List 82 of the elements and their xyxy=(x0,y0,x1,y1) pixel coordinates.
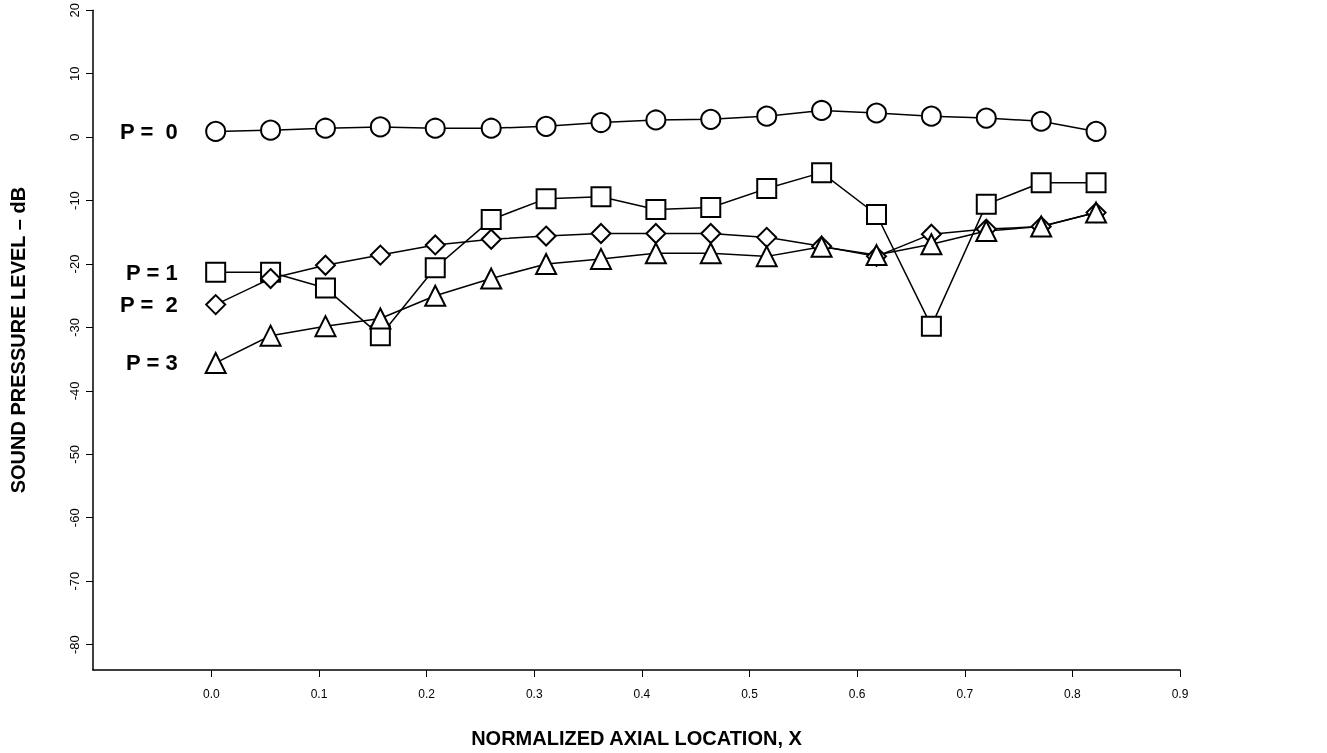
point xyxy=(644,242,667,265)
x-tick-label: 0.1 xyxy=(310,687,328,701)
point xyxy=(1085,120,1107,142)
series-label: P = 3 xyxy=(126,350,178,376)
y-axis-title: SOUND PRESSURE LEVEL – dB xyxy=(7,186,29,494)
point xyxy=(205,294,227,316)
y-tick-label: -20 xyxy=(67,254,82,274)
x-tick-label: 0.5 xyxy=(741,687,759,701)
point xyxy=(920,315,942,337)
point xyxy=(866,204,887,225)
point xyxy=(314,315,337,338)
y-tick-label: 10 xyxy=(67,66,82,81)
y-tick-label: -50 xyxy=(67,444,82,464)
point xyxy=(535,225,557,247)
point xyxy=(975,107,997,129)
x-tick-label: 0.2 xyxy=(418,687,436,701)
y-tick-label: 0 xyxy=(67,133,82,141)
point xyxy=(866,102,887,124)
point xyxy=(314,277,336,299)
point xyxy=(645,198,667,220)
point xyxy=(480,228,502,250)
point xyxy=(480,209,502,231)
point xyxy=(756,226,778,248)
point xyxy=(369,116,391,138)
point xyxy=(480,267,503,290)
point xyxy=(756,105,778,127)
series-label: P = 2 xyxy=(119,292,178,318)
point xyxy=(811,162,833,184)
x-axis-title: NORMALIZED AXIAL LOCATION, X xyxy=(471,727,803,749)
y-tick-label: -30 xyxy=(67,318,82,337)
y-tick-label: 20 xyxy=(67,3,82,18)
point xyxy=(424,117,446,139)
point xyxy=(590,186,612,208)
point xyxy=(424,234,446,256)
point xyxy=(424,284,447,307)
point xyxy=(204,351,227,374)
point xyxy=(535,252,558,275)
point xyxy=(259,324,282,347)
point xyxy=(369,307,392,330)
point xyxy=(535,188,557,210)
y-tick-label: -60 xyxy=(67,508,82,528)
point xyxy=(756,177,778,199)
point xyxy=(1030,110,1052,132)
y-tick-label: -80 xyxy=(67,635,82,655)
x-tick-label: 0.7 xyxy=(956,687,974,701)
point xyxy=(645,223,667,245)
point xyxy=(590,223,612,245)
point xyxy=(700,197,722,219)
point xyxy=(260,268,282,290)
y-tick-label: -40 xyxy=(67,381,82,401)
point xyxy=(314,117,336,139)
x-tick-label: 0.8 xyxy=(1064,687,1082,701)
series-label: P = 1 xyxy=(126,259,178,285)
point xyxy=(700,108,722,130)
x-tick-label: 0.4 xyxy=(633,687,651,701)
point xyxy=(480,117,502,139)
y-tick-label: -70 xyxy=(67,571,82,591)
point xyxy=(645,109,667,131)
x-tick-label: 0.0 xyxy=(203,687,221,701)
point xyxy=(314,254,336,276)
point xyxy=(205,261,227,283)
x-tick-label: 0.3 xyxy=(525,687,543,701)
point xyxy=(755,245,778,268)
point xyxy=(590,112,612,134)
point xyxy=(260,119,282,141)
point xyxy=(424,257,446,279)
x-tick-label: 0.9 xyxy=(1171,687,1189,701)
point xyxy=(811,99,833,121)
point xyxy=(589,247,612,270)
point xyxy=(699,242,722,265)
point xyxy=(369,244,391,266)
point xyxy=(1030,172,1052,194)
point xyxy=(700,223,722,245)
y-tick-label: -10 xyxy=(67,191,82,210)
point xyxy=(920,233,943,256)
point xyxy=(1085,172,1107,194)
series-label: P = 0 xyxy=(119,118,178,144)
x-tick-label: 0.6 xyxy=(848,687,866,701)
point xyxy=(920,105,942,127)
point xyxy=(535,115,557,137)
point xyxy=(205,120,227,142)
point xyxy=(975,193,997,215)
